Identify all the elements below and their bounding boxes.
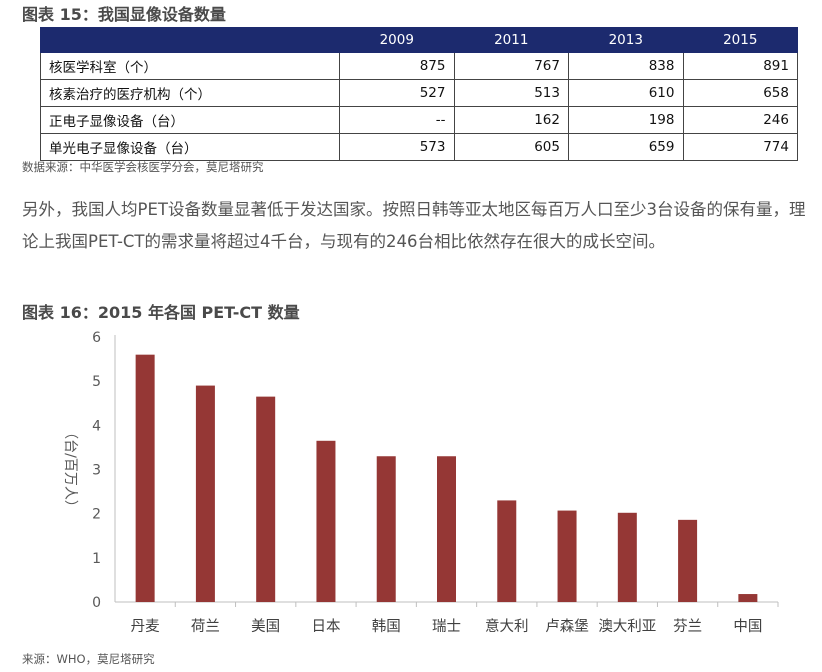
table-row: 核素治疗的医疗机构（个） 527 513 610 658 bbox=[40, 79, 798, 107]
x-tick-label: 韩国 bbox=[372, 618, 401, 635]
table-cell: 605 bbox=[453, 133, 569, 161]
pet-ct-bar-chart: 0 1 2 3 4 5 6 丹麦 荷兰 美国 日本 韩国 瑞士 意大利 卢森堡 澳大利亚 芬兰 中国 （台/百万人） bbox=[62, 330, 779, 635]
device-table: 2009 2011 2013 2015 核医学科室（个） 875 767 838 891 核素治… bbox=[40, 27, 798, 161]
table-row: 核医学科室（个） 875 767 838 891 bbox=[40, 52, 798, 80]
table-cell: 875 bbox=[339, 52, 455, 80]
bar bbox=[195, 385, 215, 602]
y-tick-label: 4 bbox=[92, 418, 101, 434]
x-tick-label: 中国 bbox=[733, 618, 762, 635]
table-cell: 659 bbox=[568, 133, 684, 161]
bar bbox=[316, 440, 336, 602]
row-label: 正电子显像设备（台） bbox=[40, 106, 340, 134]
y-tick-label: 2 bbox=[92, 507, 101, 523]
table-header-corner bbox=[40, 27, 340, 53]
y-tick-label: 6 bbox=[92, 330, 101, 346]
table-header-year: 2015 bbox=[682, 27, 798, 53]
bar bbox=[256, 396, 276, 602]
bar bbox=[437, 456, 456, 602]
table-cell: 527 bbox=[339, 79, 455, 107]
figure-16-source: 来源：WHO，莫尼塔研究 bbox=[22, 652, 155, 666]
table-cell: 610 bbox=[568, 79, 684, 107]
figure-15-source: 数据来源：中华医学会核医学分会，莫尼塔研究 bbox=[22, 160, 264, 174]
bar bbox=[376, 456, 396, 602]
x-tick-label: 日本 bbox=[311, 618, 340, 635]
y-tick-label: 5 bbox=[92, 374, 101, 390]
x-tick-label: 丹麦 bbox=[131, 618, 160, 635]
table-cell: 774 bbox=[682, 133, 798, 161]
x-tick-label: 荷兰 bbox=[191, 618, 220, 635]
x-tick-label: 意大利 bbox=[485, 617, 529, 635]
x-tick-label: 澳大利亚 bbox=[598, 618, 656, 635]
figure-15-title: 图表 15：我国显像设备数量 bbox=[22, 5, 226, 24]
table-cell: -- bbox=[339, 106, 455, 134]
y-tick-label: 0 bbox=[92, 595, 101, 611]
bar bbox=[678, 519, 698, 602]
y-tick-label: 1 bbox=[92, 551, 101, 567]
table-cell: 658 bbox=[682, 79, 798, 107]
table-cell: 767 bbox=[453, 52, 569, 80]
x-tick-label: 芬兰 bbox=[673, 618, 702, 635]
figure-16-title: 图表 16：2015 年各国 PET-CT 数量 bbox=[22, 303, 300, 322]
table-row: 单光电子显像设备（台） 573 605 659 774 bbox=[40, 133, 798, 161]
x-tick-label: 美国 bbox=[251, 618, 280, 635]
bar bbox=[617, 512, 637, 602]
row-label: 核素治疗的医疗机构（个） bbox=[40, 79, 340, 107]
table-row: 正电子显像设备（台） -- 162 198 246 bbox=[40, 106, 798, 134]
x-tick-label: 卢森堡 bbox=[545, 618, 589, 635]
table-cell: 891 bbox=[682, 52, 798, 80]
table-cell: 198 bbox=[568, 106, 684, 134]
row-label: 单光电子显像设备（台） bbox=[40, 133, 340, 161]
table-cell: 162 bbox=[453, 106, 569, 134]
bar bbox=[135, 354, 155, 602]
table-cell: 513 bbox=[453, 79, 569, 107]
x-tick-label: 瑞士 bbox=[432, 618, 461, 635]
table-cell: 838 bbox=[568, 52, 684, 80]
table-cell: 573 bbox=[339, 133, 455, 161]
y-tick-label: 3 bbox=[92, 463, 101, 479]
y-axis-label: （台/百万人） bbox=[62, 425, 78, 514]
body-paragraph: 另外，我国人均PET设备数量显著低于发达国家。按照日韩等亚太地区每百万人口至少3… bbox=[22, 200, 806, 251]
row-label: 核医学科室（个） bbox=[40, 52, 340, 80]
table-header-year: 2009 bbox=[339, 27, 455, 53]
table-cell: 246 bbox=[682, 106, 798, 134]
table-header-year: 2013 bbox=[568, 27, 684, 53]
bar bbox=[497, 500, 517, 602]
table-body: 核医学科室（个） 875 767 838 891 核素治疗的医疗机构（个） 527 513 61… bbox=[40, 52, 798, 161]
bar bbox=[738, 594, 758, 602]
bar bbox=[557, 510, 577, 602]
table-header-row: 2009 2011 2013 2015 bbox=[40, 27, 798, 53]
table-header-year: 2011 bbox=[453, 27, 569, 53]
